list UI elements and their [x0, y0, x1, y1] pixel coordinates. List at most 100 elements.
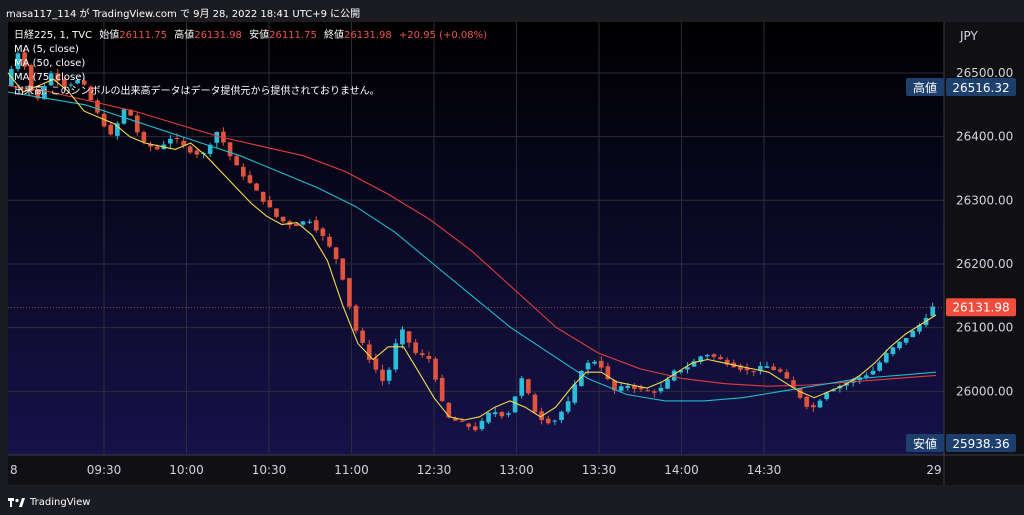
candle-body [148, 143, 153, 147]
legend-high: 26131.98 [194, 30, 242, 41]
candle-body [22, 52, 27, 67]
candle-body [598, 360, 604, 368]
candle-body [671, 370, 677, 381]
x-tick-label: 13:00 [499, 463, 534, 477]
candle-body [300, 221, 306, 225]
candle-body [658, 387, 664, 392]
candle-body [115, 123, 120, 136]
candle-body [274, 208, 279, 217]
candle-body [267, 200, 273, 208]
candle-body [910, 330, 916, 338]
legend-open: 26111.75 [119, 30, 167, 41]
moving-averages [7, 72, 937, 421]
candle-body [777, 369, 783, 372]
candle-body [260, 191, 266, 202]
candle-body [240, 166, 246, 177]
plot-background [8, 22, 944, 455]
candle-body [744, 368, 750, 371]
candle-body [512, 396, 518, 413]
legend-change: +20.95 (+0.08%) [399, 30, 487, 41]
chart-legend: 日経225, 1, TVC 始値26111.75 高値26131.98 安値26… [14, 28, 487, 97]
candle-body [632, 385, 637, 389]
x-tick-label: 12:30 [417, 463, 452, 477]
candle-body [15, 53, 21, 70]
candle-body [406, 331, 412, 343]
candle-body [62, 79, 67, 87]
candlestick-chart[interactable]: 26500.00 26400.00 26300.00 26200.00 26100.00… [0, 22, 1024, 492]
candle-body [830, 389, 836, 392]
candle-body [294, 224, 299, 227]
candle-body [333, 247, 339, 260]
candle-body [519, 378, 525, 396]
candle-body [55, 73, 61, 81]
legend-high-label: 高値 [174, 28, 194, 41]
x-tick-label: 14:00 [664, 463, 699, 477]
candle-body [88, 86, 94, 101]
candle-body [181, 140, 186, 146]
candle-body [194, 150, 200, 155]
tradingview-logo[interactable]: TradingView [8, 497, 90, 508]
candle-body [380, 369, 385, 381]
candle-body [254, 183, 259, 191]
legend-low: 26111.75 [269, 30, 317, 41]
candle-body [413, 342, 418, 353]
publish-caption: masa117_114 が TradingView.com で 9月 28, 2… [6, 9, 361, 20]
candle-body [353, 305, 359, 331]
candle-body [618, 386, 624, 391]
chart-area[interactable]: 26500.00 26400.00 26300.00 26200.00 26100.00… [0, 22, 1024, 492]
candle-body [466, 423, 472, 427]
legend-low-label: 安値 [249, 28, 269, 41]
candle-body [426, 355, 432, 359]
candle-body [791, 380, 796, 388]
x-tick-label: 10:30 [252, 463, 287, 477]
candle-body [472, 426, 478, 431]
candle-body [585, 362, 591, 370]
candle-body [128, 109, 133, 116]
last-price-label: 26131.98 [952, 300, 1009, 314]
candle-body [499, 411, 505, 417]
candle-body [68, 84, 74, 86]
candle-body [532, 394, 538, 413]
candle-body [592, 361, 597, 364]
candle-body [340, 258, 346, 280]
session-low-marker: 安値 25938.36 [906, 434, 1016, 452]
candle-body [877, 362, 882, 371]
candle-body [486, 412, 491, 423]
candle-body [48, 73, 54, 86]
candle-body [797, 388, 803, 398]
candle-body [307, 221, 312, 223]
x-tick-label: 11:00 [334, 463, 369, 477]
currency-label: JPY [959, 29, 979, 43]
candle-body [804, 396, 810, 407]
candle-body [446, 402, 452, 418]
candle-body [419, 353, 425, 356]
candle-body [479, 420, 485, 430]
y-tick-label: 26500.00 [956, 66, 1013, 80]
ma75-line [7, 85, 937, 387]
candle-body [313, 220, 319, 231]
candle-body [704, 355, 710, 357]
candle-body [95, 100, 100, 113]
candle-body [280, 216, 286, 222]
candle-body [824, 392, 829, 400]
legend-close-label: 終値 [324, 28, 344, 41]
candle-body [678, 370, 684, 373]
ma50-line [7, 91, 937, 402]
candle-body [545, 418, 551, 424]
legend-ma75: MA (75, close) [14, 72, 85, 83]
candle-body [930, 306, 936, 317]
candle-body [187, 146, 193, 153]
candle-body [552, 420, 558, 422]
x-tick-label: 29 [926, 463, 941, 477]
candle-body [565, 401, 571, 412]
x-tick-label: 14:30 [747, 463, 782, 477]
candle-body [108, 124, 114, 135]
candle-body [75, 79, 80, 84]
candle-body [638, 387, 644, 390]
candle-body [817, 400, 823, 408]
legend-symbol: 日経225, 1, TVC [14, 28, 92, 41]
footer: TradingView [0, 492, 1024, 515]
candle-body [81, 80, 87, 85]
candle-body [711, 354, 717, 357]
legend-open-label: 始値 [99, 28, 119, 41]
